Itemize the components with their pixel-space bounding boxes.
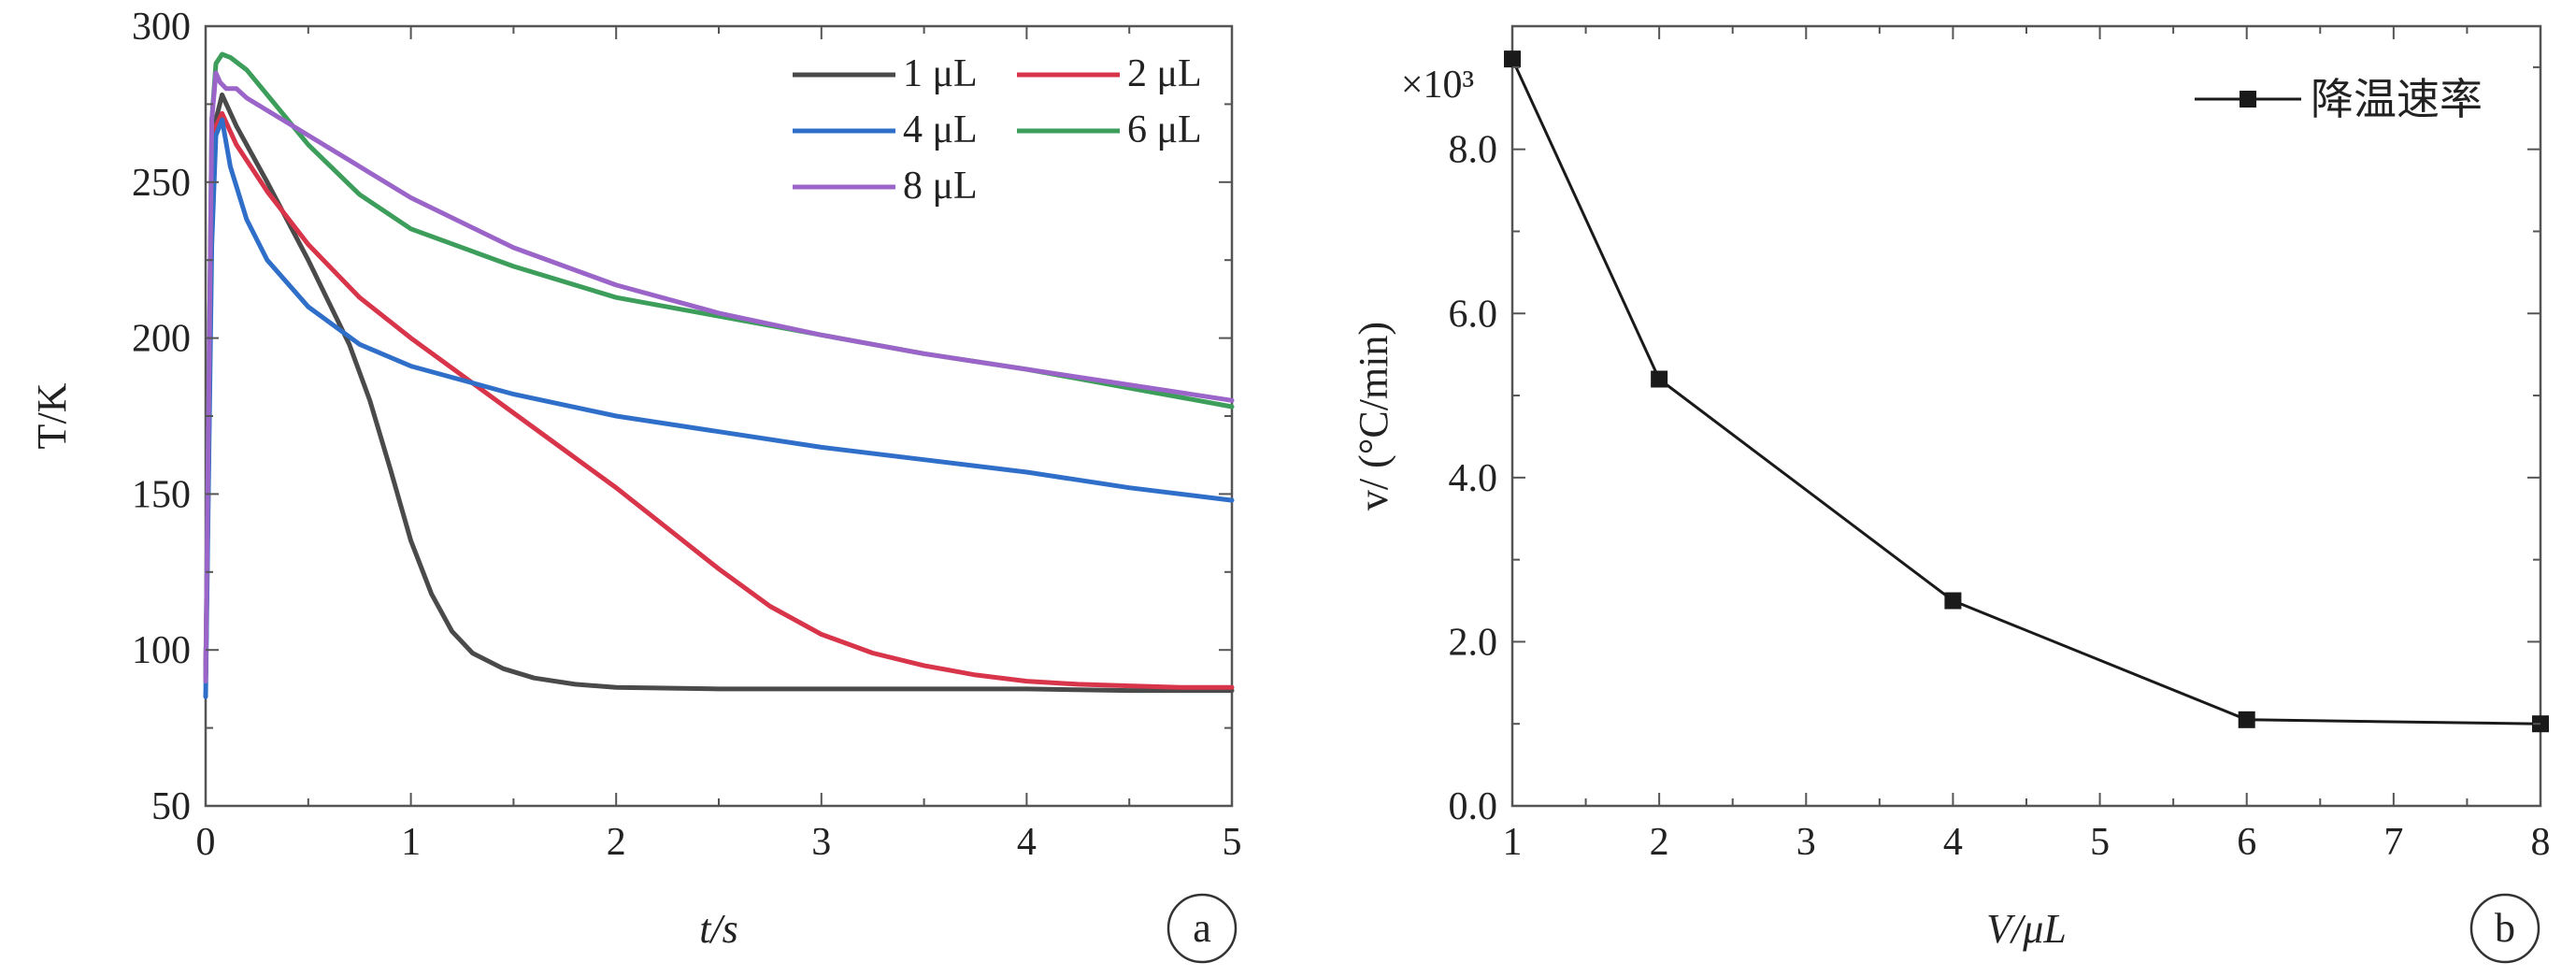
panel-b: 1 2 3 4 5 6 7 8 0.0 2.0 4.0 6.0 8.0 降温速率 ×10³ V/μL v… [1351,24,2551,964]
legend-label-1: 降温速率 [2311,74,2483,124]
x-tick-label: 2 [1650,821,1669,864]
data-point-marker [2238,711,2255,728]
y-tick-label: 6.0 [1449,293,1498,336]
panel-b-ticks: 1 2 3 4 5 6 7 8 0.0 2.0 4.0 6.0 8.0 [1449,26,2551,864]
panel-b-legend: 降温速率 [2195,74,2483,124]
y-tick-label: 0.0 [1449,785,1498,828]
series-line-1 [1510,57,2542,726]
panel-b-y-axis-label: v/ (°C/min) [1351,322,1396,510]
x-tick-label: 5 [1223,821,1242,864]
legend-label-2: 2 μL [1127,52,1202,95]
y-tick-label: 8.0 [1449,129,1498,172]
panel-b-plot-frame [1510,24,2542,808]
y-tick-label: 300 [132,6,191,49]
panel-a-x-axis-label: t/s [699,906,738,952]
data-point-marker [1944,592,1962,610]
series-line-5 [203,70,1235,684]
x-tick-label: 7 [2383,821,2403,864]
panel-b-x-axis-label: V/μL [1986,906,2067,952]
panel-b-series-lines [1504,50,2549,733]
y-tick-label: 200 [132,318,191,361]
panel-a-ticks: 0 1 2 3 4 5 50 100 150 200 250 300 [132,6,1242,864]
x-tick-label: 0 [196,821,216,864]
series-line-2 [203,110,1235,690]
panel-a-letter-circle [1166,893,1238,964]
legend-label-4: 6 μL [1127,108,1202,151]
panel-a-legend: 1 μL 2 μL 4 μL 6 μL 8 μL [793,52,1202,208]
panel-b-letter: b [2495,905,2515,951]
series-line-3 [203,117,1235,699]
x-tick-label: 3 [1796,821,1816,864]
legend-label-5: 8 μL [903,165,978,208]
panel-a-letter: a [1193,905,1211,951]
x-tick-label: 3 [811,821,831,864]
panel-b-letter-circle [2469,893,2540,964]
x-tick-label: 5 [2090,821,2110,864]
x-tick-label: 1 [1503,821,1523,864]
y-tick-label: 50 [151,785,191,828]
y-tick-label: 2.0 [1449,621,1498,664]
x-tick-label: 1 [401,821,421,864]
legend-label-3: 4 μL [903,108,978,151]
y-tick-label: 150 [132,473,191,516]
series-line-1 [203,92,1235,694]
data-point-marker [1504,50,1521,68]
panel-a-series-lines [203,51,1235,699]
legend-label-1: 1 μL [903,52,978,95]
y-tick-label: 4.0 [1449,457,1498,500]
legend-marker-1 [2240,91,2256,108]
panel-b-y-multiplier: ×10³ [1401,64,1474,107]
x-tick-label: 8 [2531,821,2551,864]
x-tick-label: 4 [1943,821,1963,864]
panel-a: 0 1 2 3 4 5 50 100 150 200 250 300 1 μL 2 μL 4 μL 6 μL… [29,6,1242,964]
x-tick-label: 4 [1017,821,1037,864]
y-tick-label: 100 [132,629,191,672]
x-tick-label: 6 [2237,821,2256,864]
data-point-marker [1651,370,1668,388]
y-tick-label: 250 [132,162,191,205]
panel-a-y-axis-label: T/K [29,382,75,449]
x-tick-label: 2 [607,821,626,864]
